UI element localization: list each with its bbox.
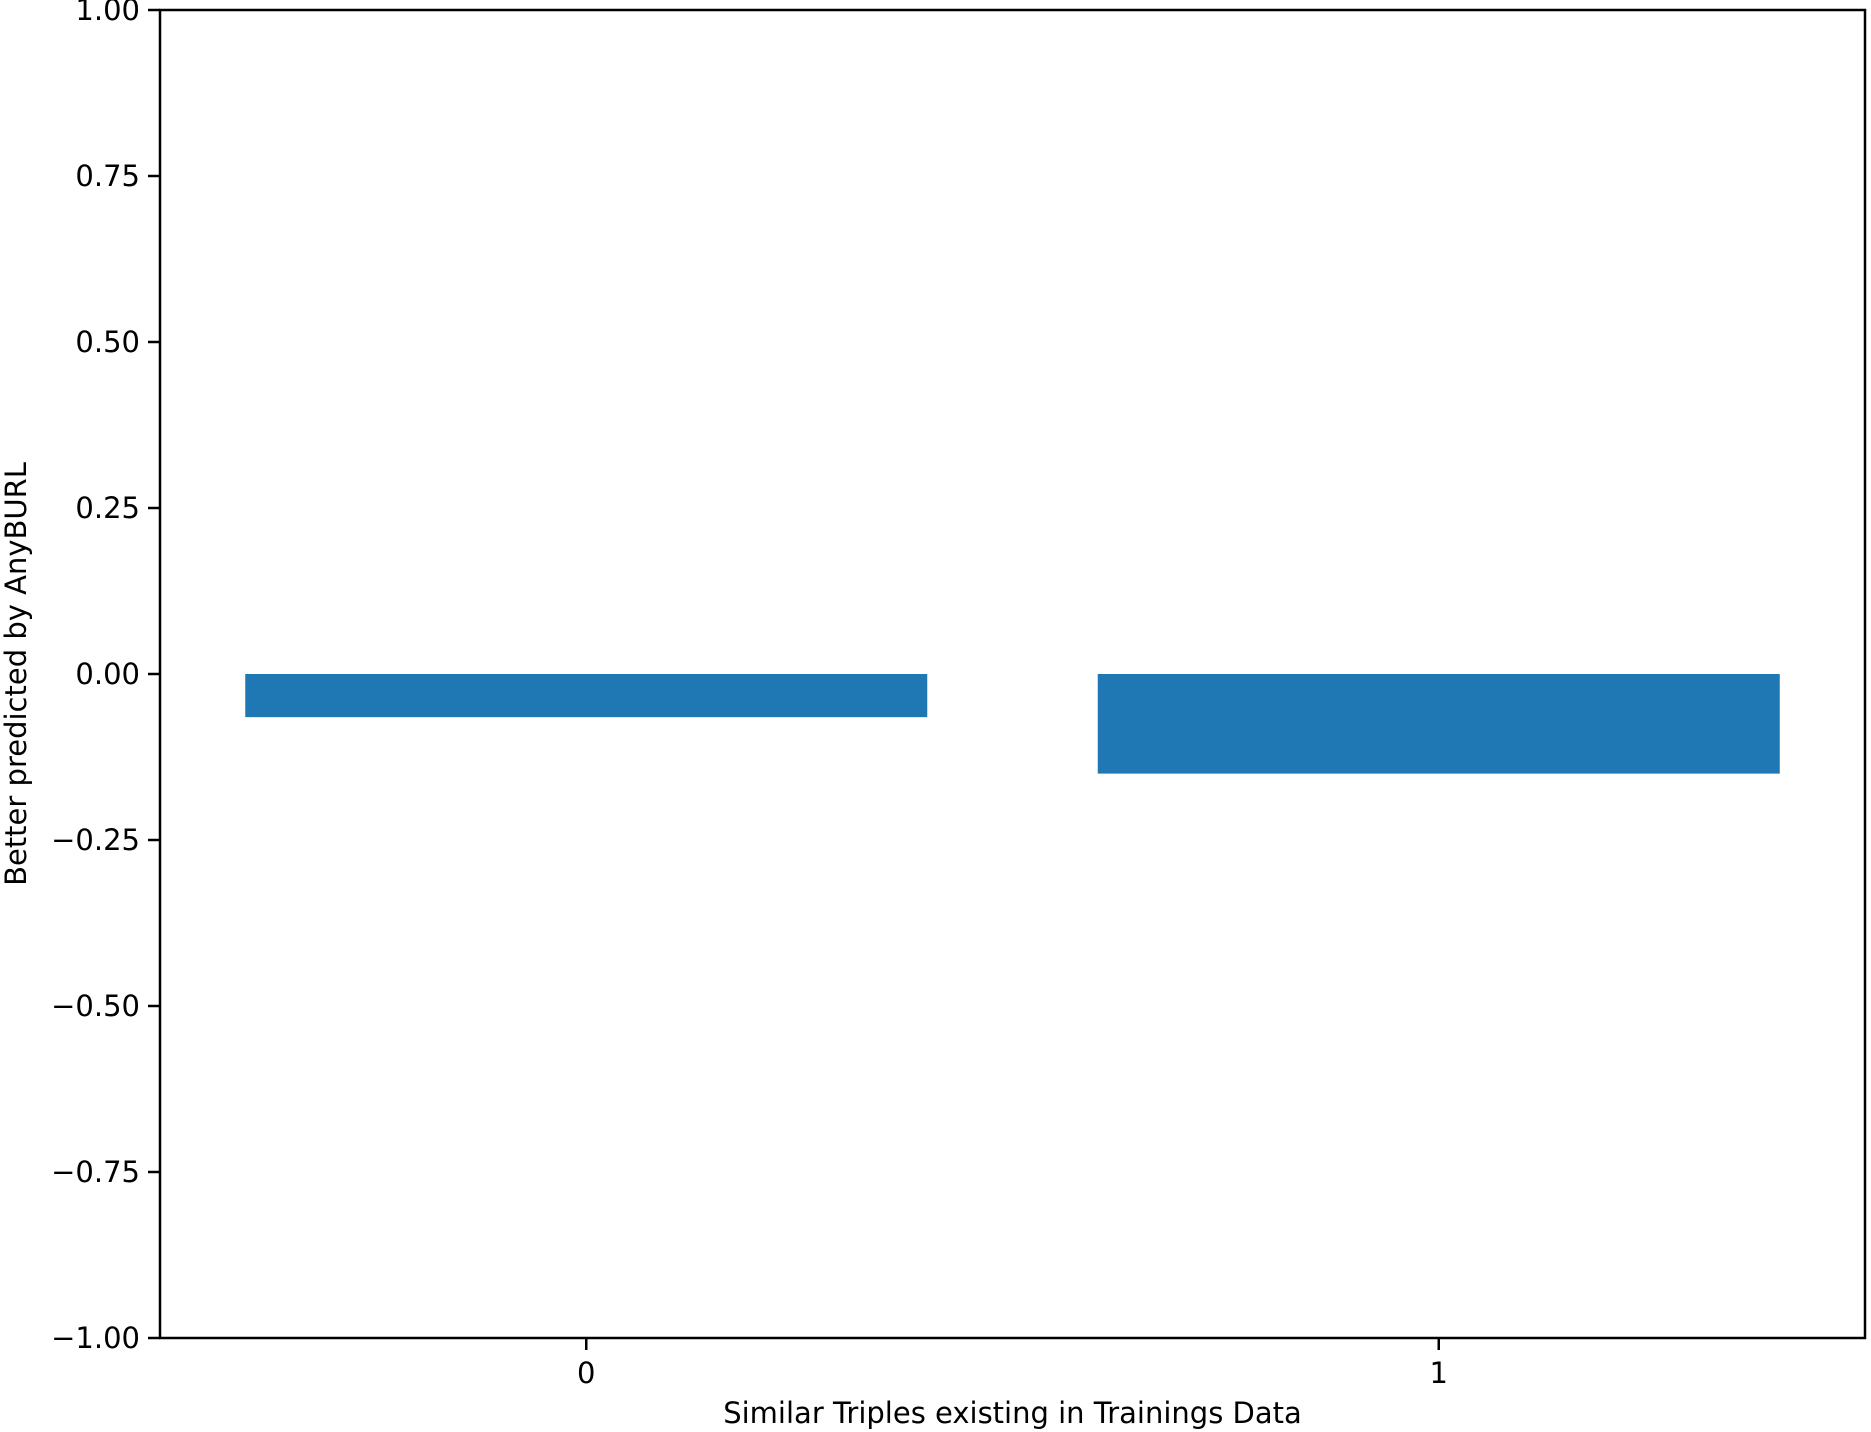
y-axis-label: Better predicted by AnyBURL — [0, 462, 33, 886]
bar-1 — [1097, 674, 1780, 774]
y-tick-label: −0.75 — [51, 1155, 140, 1189]
y-tick-label: 0.50 — [75, 325, 140, 359]
y-tick-label: 0.75 — [75, 159, 140, 193]
y-tick-label: 0.00 — [75, 657, 140, 691]
y-axis: 1.00 0.75 0.50 0.25 0.00 −0.25 −0.50 −0.75 −1.00 — [51, 0, 160, 1355]
x-axis-label: Similar Triples existing in Trainings Da… — [723, 1396, 1302, 1430]
x-tick-label: 0 — [577, 1356, 595, 1390]
y-tick-label: −0.25 — [51, 823, 140, 857]
plot-frame — [158, 8, 1867, 1340]
y-tick-label: 1.00 — [75, 0, 140, 27]
x-tick-label: 1 — [1430, 1356, 1448, 1390]
y-tick-label: 0.25 — [75, 491, 140, 525]
y-tick-label: −0.50 — [51, 989, 140, 1023]
bars-group — [245, 674, 1780, 774]
bar-0 — [245, 674, 928, 718]
y-tick-label: −1.00 — [51, 1321, 140, 1355]
